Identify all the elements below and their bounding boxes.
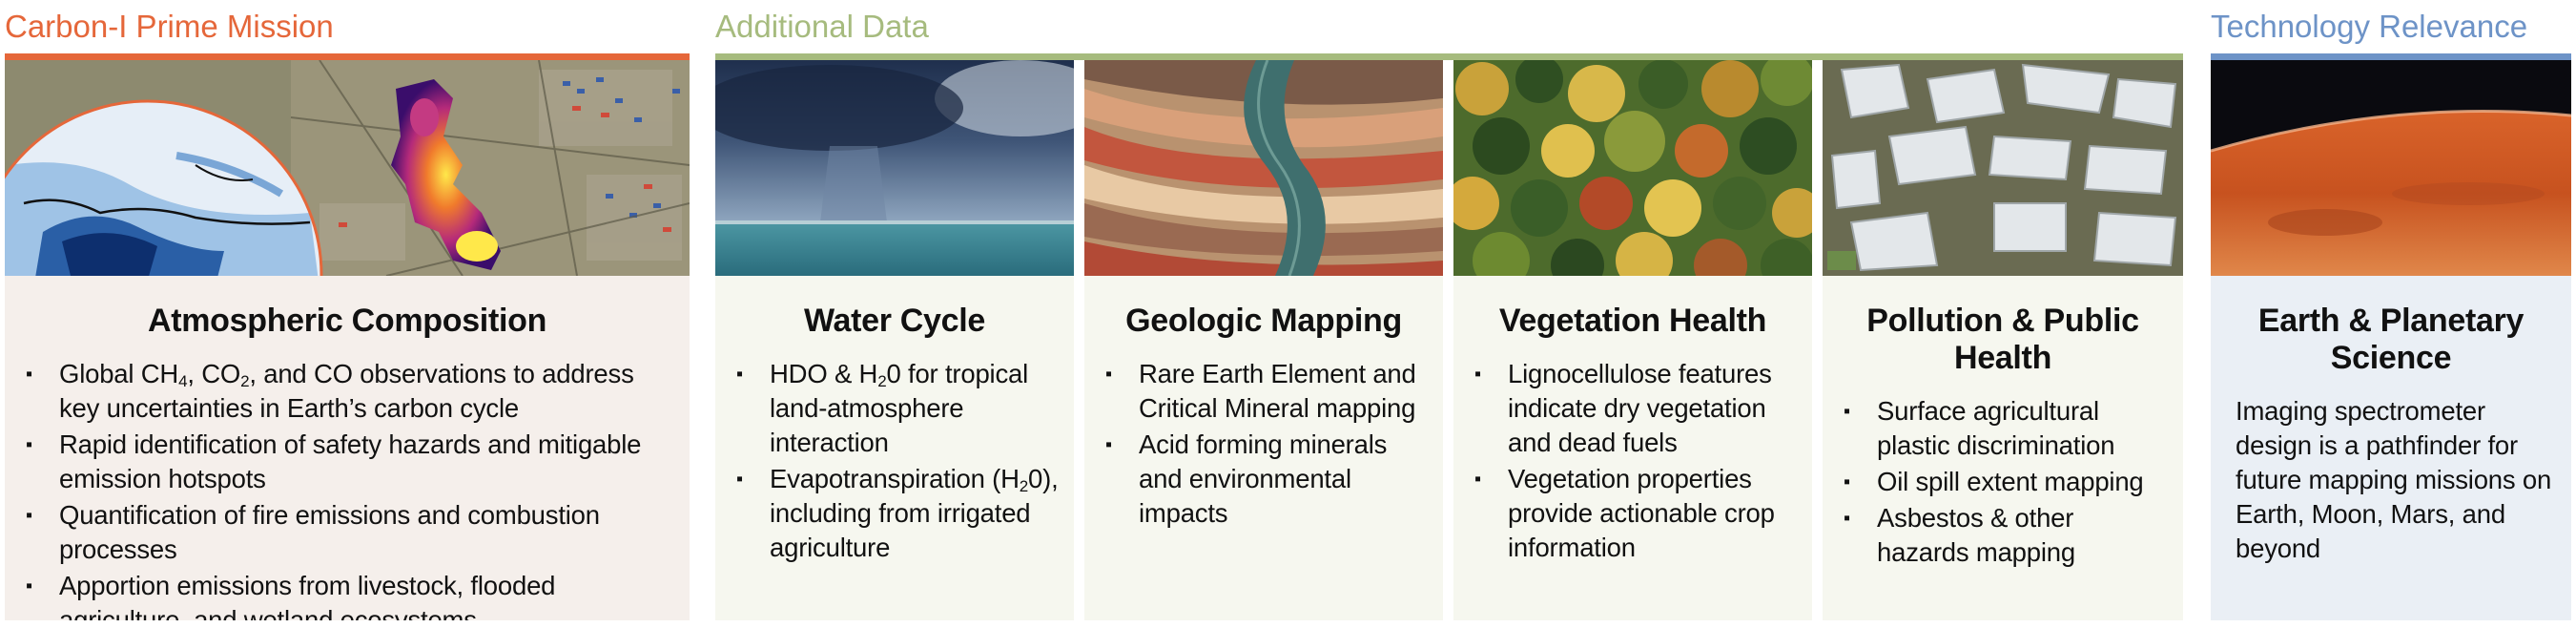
bullet-icon: ▪: [1474, 364, 1481, 385]
mars-horizon-image: [2211, 60, 2571, 276]
section-rule-additional: [715, 53, 2183, 60]
bullet-icon: ▪: [26, 434, 32, 455]
card-title-planetary: Earth & Planetary Science: [2257, 303, 2524, 376]
atmospheric-list: ▪ Global CH4, CO2, and CO observations to…: [5, 357, 690, 620]
subscript: 4: [178, 372, 188, 390]
bullet-icon: ▪: [1105, 434, 1112, 455]
list-item: ▪ Quantification of fire emissions and co…: [26, 498, 676, 567]
item-text: Oil spill extent mapping: [1877, 467, 2144, 496]
section-rule-technology: [2211, 53, 2571, 60]
vegetation-text-panel: Vegetation Health ▪ Lignocellulose featur…: [1453, 276, 1812, 620]
water-list: ▪ HDO & H20 for tropical land-atmosphere …: [715, 357, 1074, 565]
plastic-greenhouses-aerial-image: [1823, 60, 2183, 276]
list-item: ▪ Surface agricultural plastic discrimina…: [1844, 394, 2170, 463]
list-item: ▪ Acid forming minerals and environmental…: [1105, 428, 1430, 531]
list-item: ▪ Apportion emissions from livestock, flo…: [26, 569, 676, 620]
subscript: 2: [1019, 477, 1029, 495]
item-text-part: , CO: [187, 359, 241, 388]
atmospheric-text-panel: Atmospheric Composition ▪ Global CH4, CO2…: [5, 276, 690, 620]
section-rule-prime: [5, 53, 690, 60]
item-text-part: , and CO observations to address key unc…: [59, 359, 634, 423]
bullet-icon: ▪: [1844, 401, 1850, 422]
pollution-text-panel: Pollution & Public Health ▪ Surface agric…: [1823, 276, 2183, 620]
card-water-cycle: Water Cycle ▪ HDO & H20 for tropical land…: [715, 60, 1074, 620]
bullet-icon: ▪: [736, 364, 743, 385]
list-item: ▪ Vegetation properties provide actionabl…: [1474, 462, 1799, 565]
item-text: Vegetation properties provide actionable…: [1508, 464, 1775, 562]
list-item: ▪ Asbestos & other hazards mapping: [1844, 501, 2170, 570]
list-item: ▪ HDO & H20 for tropical land-atmosphere …: [736, 357, 1061, 460]
card-title-geologic: Geologic Mapping: [1125, 303, 1402, 339]
item-text-part: 0), including from irrigated agriculture: [770, 464, 1059, 562]
section-title-prime: Carbon-I Prime Mission: [5, 9, 334, 44]
geologic-list: ▪ Rare Earth Element and Critical Mineral…: [1084, 357, 1443, 531]
item-text: Quantification of fire emissions and com…: [59, 500, 600, 564]
section-title-technology: Technology Relevance: [2211, 9, 2528, 44]
item-text-part: Global CH: [59, 359, 179, 388]
item-text-part: 0 for tropical land-atmosphere interacti…: [770, 359, 1029, 457]
bullet-icon: ▪: [1474, 469, 1481, 490]
bullet-icon: ▪: [26, 576, 32, 597]
item-text: Rapid identification of safety hazards a…: [59, 429, 642, 493]
autumn-forest-canopy-image: [1453, 60, 1812, 276]
card-planetary-science: Earth & Planetary Science Imaging spectr…: [2211, 60, 2571, 620]
bullet-icon: ▪: [1105, 364, 1112, 385]
list-item: ▪ Rapid identification of safety hazards …: [26, 428, 676, 496]
water-text-panel: Water Cycle ▪ HDO & H20 for tropical land…: [715, 276, 1074, 620]
list-item: ▪ Lignocellulose features indicate dry ve…: [1474, 357, 1799, 460]
item-text: Acid forming minerals and environmental …: [1139, 429, 1388, 528]
card-geologic-mapping: Geologic Mapping ▪ Rare Earth Element and…: [1084, 60, 1443, 620]
bullet-icon: ▪: [736, 469, 743, 490]
list-item: ▪ Oil spill extent mapping: [1844, 465, 2170, 499]
list-item: ▪ Rare Earth Element and Critical Mineral…: [1105, 357, 1430, 426]
subscript: 2: [240, 372, 250, 390]
item-text-part: Evapotranspiration (H: [770, 464, 1020, 493]
item-text: Apportion emissions from livestock, floo…: [59, 571, 556, 620]
bullet-icon: ▪: [26, 364, 32, 385]
vegetation-list: ▪ Lignocellulose features indicate dry ve…: [1453, 357, 1812, 565]
bullet-icon: ▪: [1844, 471, 1850, 492]
card-title-vegetation: Vegetation Health: [1498, 303, 1767, 339]
card-title-atmospheric: Atmospheric Composition: [147, 303, 547, 339]
bullet-icon: ▪: [26, 505, 32, 526]
item-text-part: HDO & H: [770, 359, 878, 388]
subscript: 2: [877, 372, 887, 390]
planetary-text-panel: Earth & Planetary Science Imaging spectr…: [2211, 276, 2571, 620]
geologic-text-panel: Geologic Mapping ▪ Rare Earth Element and…: [1084, 276, 1443, 620]
item-text: Rare Earth Element and Critical Mineral …: [1139, 359, 1416, 423]
card-atmospheric-composition: Atmospheric Composition ▪ Global CH4, CO2…: [5, 60, 690, 620]
planetary-description: Imaging spectrometer design is a pathfin…: [2236, 396, 2552, 563]
list-item: ▪ Evapotranspiration (H20), including fro…: [736, 462, 1061, 565]
storm-over-ocean-image: [715, 60, 1074, 276]
card-title-water: Water Cycle: [803, 303, 986, 339]
pollution-list: ▪ Surface agricultural plastic discrimina…: [1823, 394, 2183, 570]
card-pollution-public-health: Pollution & Public Health ▪ Surface agric…: [1823, 60, 2183, 620]
item-text: Surface agricultural plastic discriminat…: [1877, 396, 2115, 460]
methane-plume-satellite-image: [5, 60, 690, 276]
card-vegetation-health: Vegetation Health ▪ Lignocellulose featur…: [1453, 60, 1812, 620]
list-item: ▪ Global CH4, CO2, and CO observations to…: [26, 357, 676, 426]
bullet-icon: ▪: [1844, 508, 1850, 529]
section-title-additional: Additional Data: [715, 9, 929, 44]
item-text: Lignocellulose features indicate dry veg…: [1508, 359, 1772, 457]
layered-rock-canyon-image: [1084, 60, 1443, 276]
item-text: Asbestos & other hazards mapping: [1877, 503, 2075, 567]
card-title-pollution: Pollution & Public Health: [1866, 303, 2139, 376]
